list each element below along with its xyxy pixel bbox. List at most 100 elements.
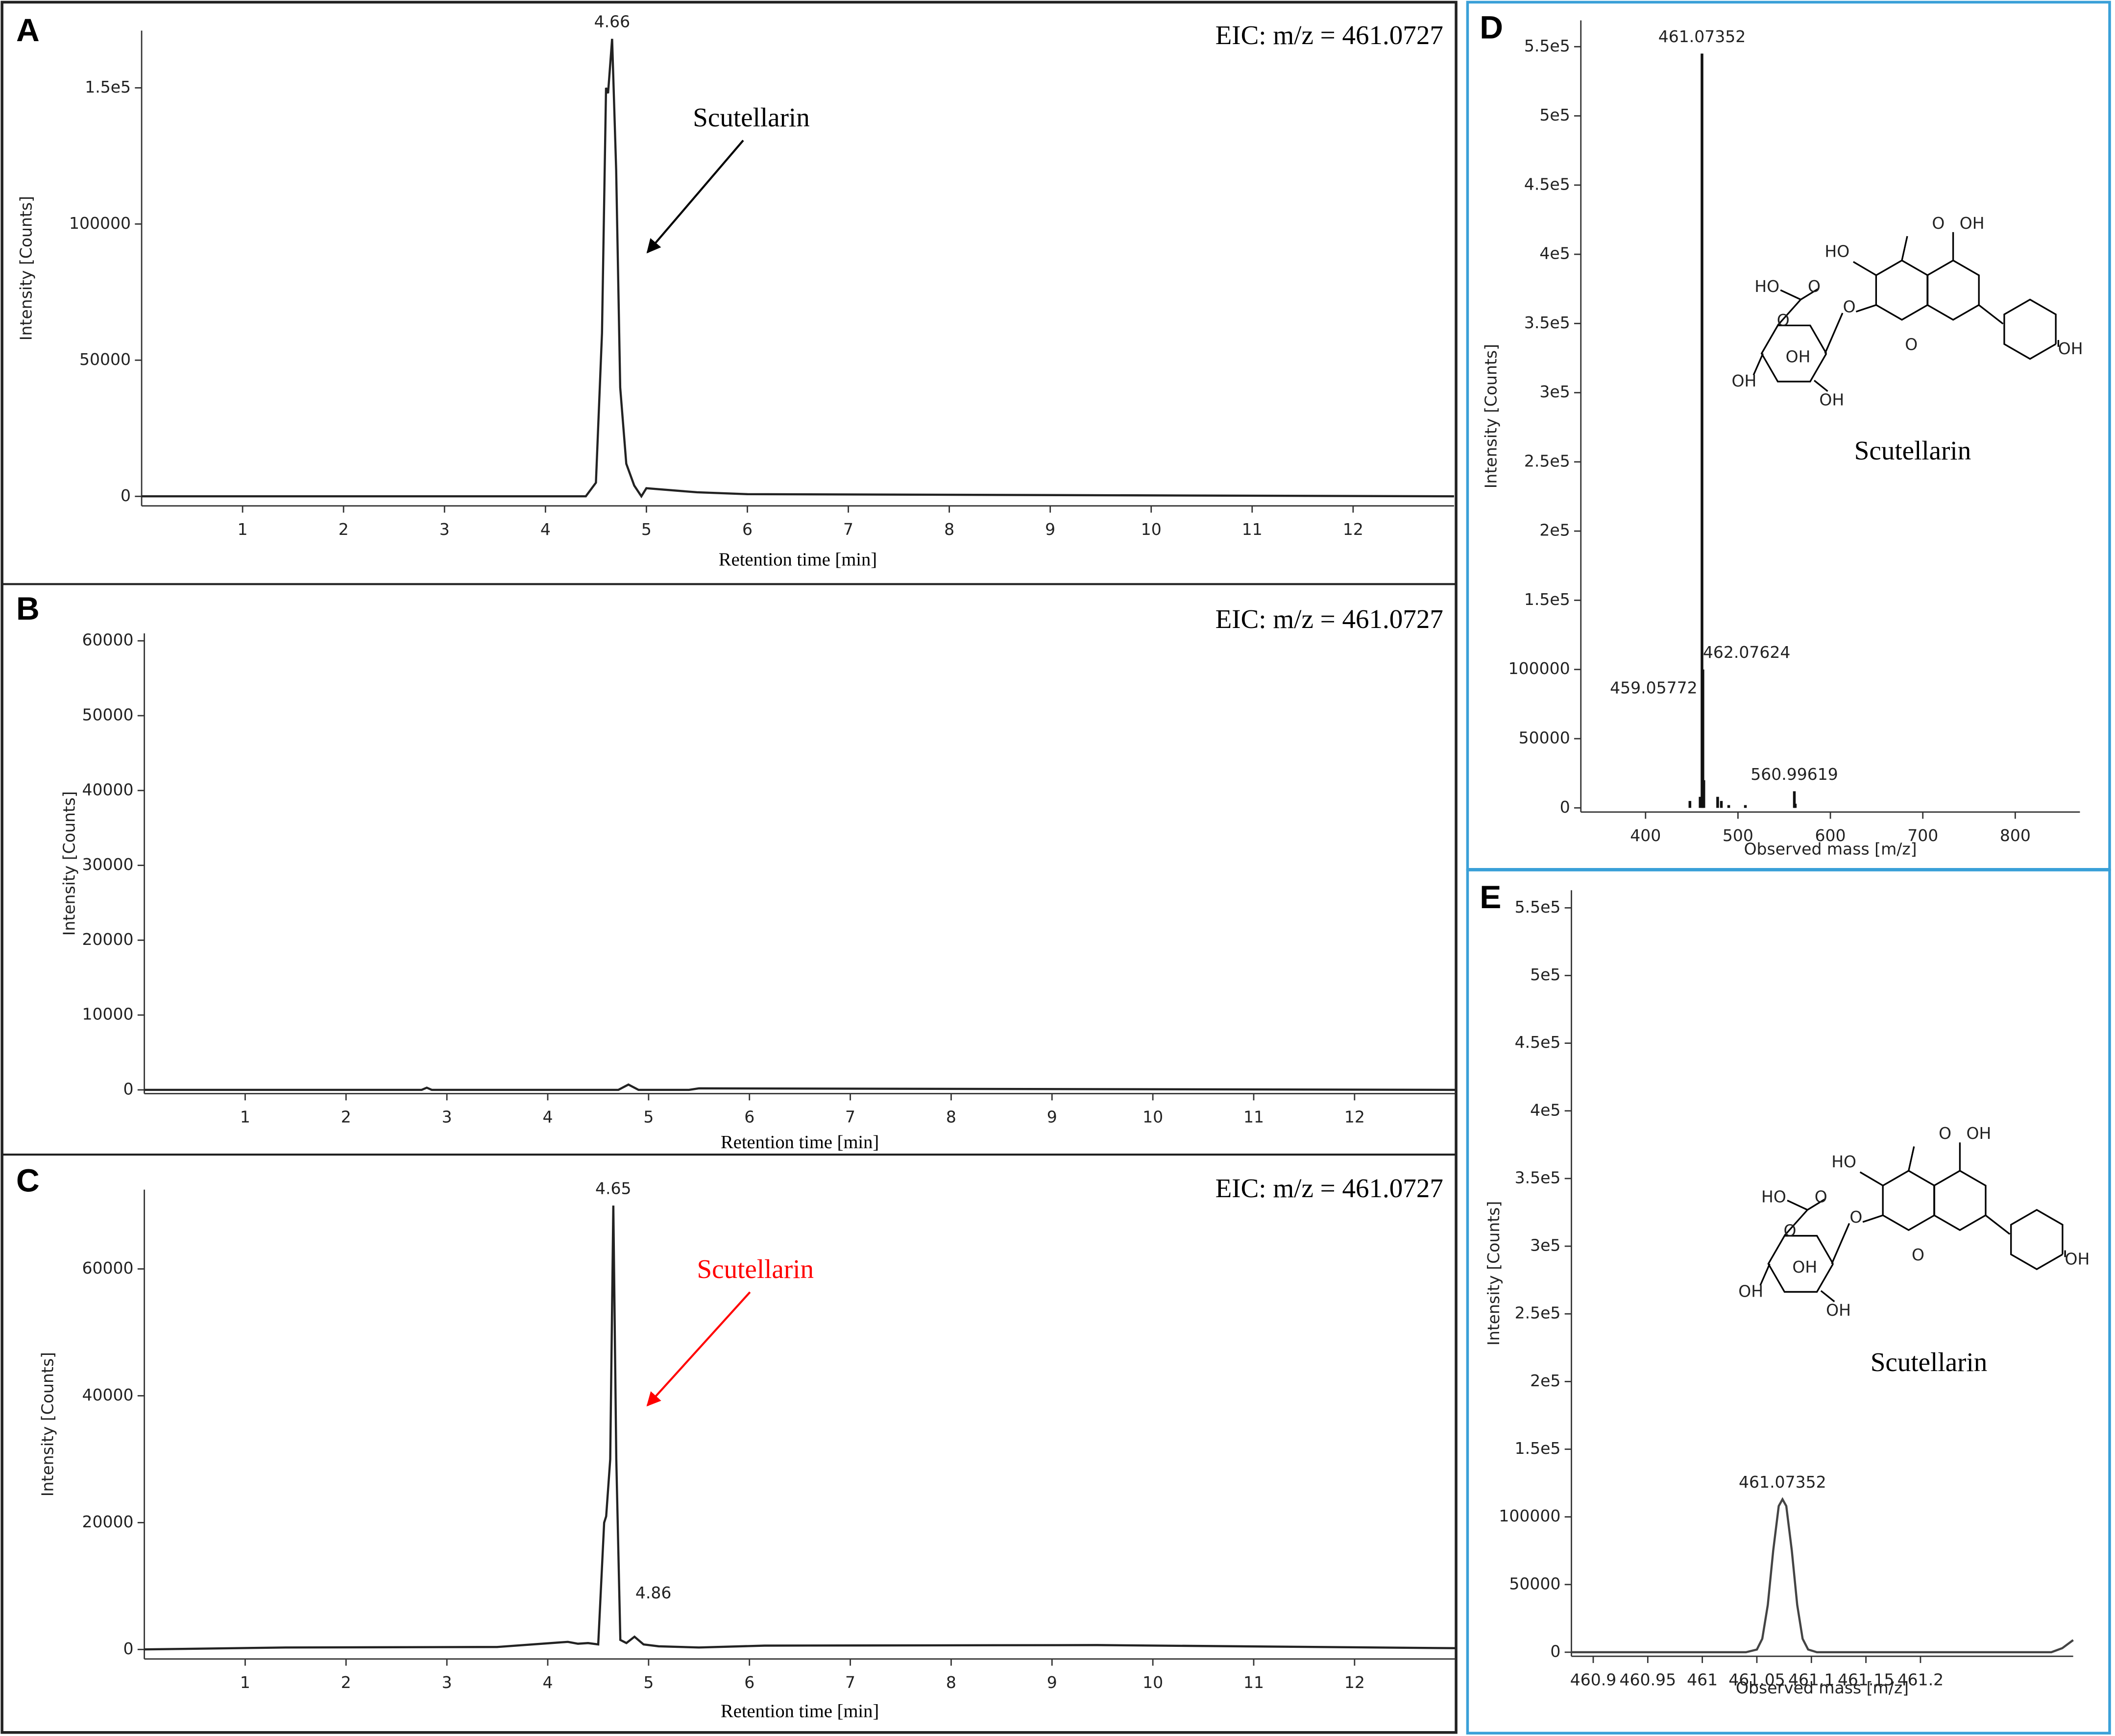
y-tick-label: 4.5e5	[1515, 1033, 1561, 1052]
y-tick-label: 20000	[82, 930, 134, 949]
structure-label: OH	[1826, 1301, 1851, 1320]
eic-annotation: EIC: m/z = 461.0727	[1216, 20, 1443, 50]
peak-label: 461.07352	[1658, 27, 1746, 46]
structure-label: O	[1932, 214, 1945, 233]
panel-letter: A	[16, 12, 40, 48]
structure-bond	[1777, 299, 1801, 326]
y-tick-label: 30000	[82, 855, 134, 874]
y-tick-label: 10000	[82, 1005, 134, 1024]
y-tick-label: 50000	[79, 350, 131, 369]
structure-label: OH	[1731, 371, 1756, 390]
x-tick-label: 6	[744, 1108, 754, 1127]
trace	[1571, 1497, 2074, 1654]
x-tick-label: 600	[1815, 826, 1846, 845]
x-tick-label: 8	[946, 1108, 956, 1127]
x-tick-label: 5	[641, 520, 652, 539]
compound-label: Scutellarin	[697, 1254, 814, 1284]
x-tick-label: 461.15	[1838, 1670, 1895, 1689]
y-tick-label: 100000	[1508, 659, 1570, 678]
structure-bond	[1853, 261, 1877, 276]
x-axis-title: Retention time [min]	[721, 1701, 879, 1722]
structure-ring	[1933, 1170, 1987, 1231]
trace	[144, 1206, 1456, 1651]
structure-bond	[1787, 1200, 1808, 1211]
y-tick-label: 2.5e5	[1515, 1303, 1561, 1323]
structure-label: O	[1815, 1187, 1827, 1206]
left-frame	[0, 0, 1458, 1734]
structure-ring	[2010, 1209, 2064, 1270]
x-tick-label: 11	[1242, 520, 1263, 539]
y-axis-title: Intensity [Counts]	[17, 196, 36, 340]
x-tick-label: 1	[240, 1108, 250, 1127]
x-tick-label: 700	[1907, 826, 1938, 845]
structure-bond	[1862, 1214, 1883, 1223]
x-tick-label: 6	[742, 520, 753, 539]
x-tick-label: 4	[542, 1108, 553, 1127]
x-tick-label: 1	[238, 520, 248, 539]
x-tick-label: 7	[845, 1108, 855, 1127]
structure-label: OH	[1792, 1257, 1817, 1277]
y-tick-label: 100000	[69, 214, 131, 233]
structure-label: O	[1905, 335, 1918, 354]
y-tick-label: 0	[121, 486, 131, 505]
structure-label: HO	[1831, 1152, 1856, 1171]
x-tick-label: 460.95	[1620, 1670, 1677, 1689]
peak-label: 4.66	[594, 12, 631, 31]
x-tick-label: 5	[643, 1673, 654, 1692]
x-axis-title: Observed mass [m/z]	[1744, 839, 1917, 858]
structure-ring	[1767, 1235, 1834, 1293]
y-tick-label: 5e5	[1530, 965, 1560, 984]
y-tick-label: 1.5e5	[1524, 590, 1570, 609]
peak-label: 4.86	[635, 1583, 672, 1602]
trace	[144, 1083, 1456, 1091]
panel-e-frame	[1466, 868, 2111, 1735]
y-tick-label: 50000	[82, 705, 134, 724]
y-tick-label: 1.5e5	[1515, 1439, 1561, 1458]
x-tick-label: 4	[542, 1673, 553, 1692]
structure-bond	[1978, 304, 2004, 325]
x-tick-label: 461.2	[1897, 1670, 1944, 1689]
x-tick-label: 7	[845, 1673, 855, 1692]
y-tick-label: 50000	[1509, 1574, 1560, 1593]
eic-annotation: EIC: m/z = 461.0727	[1216, 1173, 1443, 1203]
eic-annotation: EIC: m/z = 461.0727	[1216, 604, 1443, 634]
x-tick-label: 3	[439, 520, 450, 539]
structure-label: OH	[1786, 347, 1811, 366]
structure-bond	[1824, 313, 1844, 354]
x-tick-label: 9	[1047, 1673, 1057, 1692]
y-tick-label: 0	[1560, 797, 1570, 817]
x-tick-label: 10	[1143, 1108, 1163, 1127]
compound-label: Scutellarin	[1871, 1347, 1987, 1377]
panel-letter: B	[16, 591, 40, 627]
structure-label: HO	[1754, 277, 1779, 296]
y-tick-label: 2.5e5	[1524, 451, 1570, 470]
y-tick-label: 5.5e5	[1515, 897, 1561, 916]
peak-label: 4.65	[595, 1179, 632, 1198]
structure-bond	[1820, 1290, 1835, 1302]
x-tick-label: 9	[1045, 520, 1055, 539]
structure-ring	[1760, 324, 1827, 383]
x-tick-label: 12	[1344, 1108, 1365, 1127]
x-tick-label: 800	[2000, 826, 2031, 845]
y-tick-label: 20000	[82, 1512, 134, 1531]
x-tick-label: 1	[240, 1673, 250, 1692]
panel-letter: C	[16, 1162, 40, 1199]
structure-ring	[1875, 259, 1929, 321]
x-tick-label: 3	[442, 1108, 452, 1127]
x-axis-title: Retention time [min]	[721, 1132, 879, 1153]
x-tick-label: 11	[1243, 1673, 1264, 1692]
y-tick-label: 5.5e5	[1524, 36, 1570, 55]
structure-label: OH	[1819, 390, 1844, 410]
peak-label: 459.05772	[1610, 678, 1698, 697]
arrow	[646, 140, 744, 254]
peak-label: 560.99619	[1750, 765, 1838, 784]
structure-label: OH	[1967, 1124, 1992, 1143]
arrow	[646, 1291, 751, 1407]
y-tick-label: 4e5	[1539, 244, 1570, 263]
y-axis-title: Intensity [Counts]	[38, 1352, 57, 1496]
panel-letter: D	[1480, 9, 1503, 46]
y-tick-label: 0	[123, 1639, 134, 1658]
structure-label: HO	[1761, 1187, 1786, 1206]
x-tick-label: 11	[1243, 1108, 1264, 1127]
